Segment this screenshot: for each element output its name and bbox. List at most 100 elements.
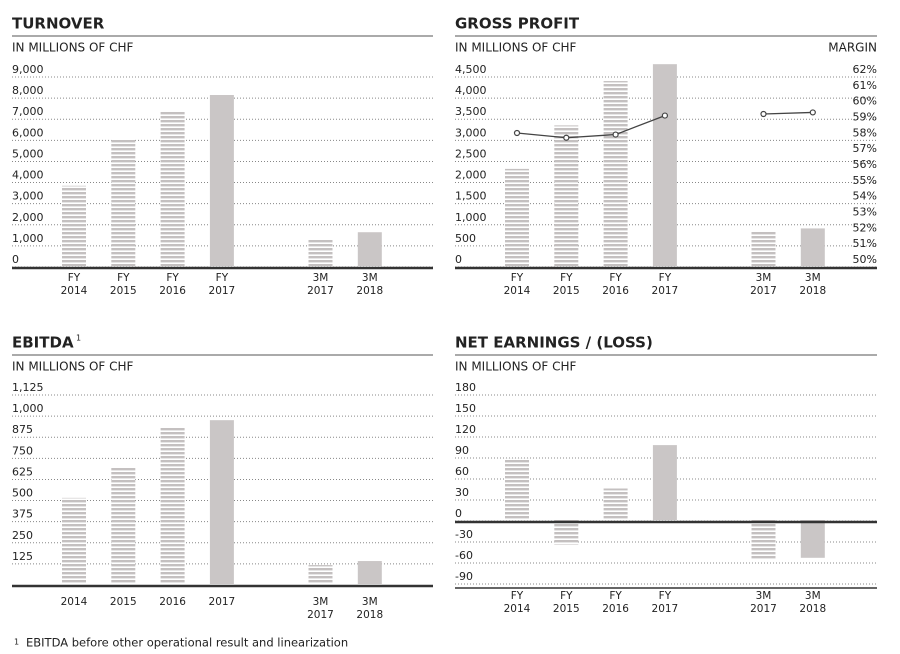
y-tick-label: 7,000 [12, 105, 44, 118]
margin-line [763, 111, 813, 115]
x-tick-label: FY 2017 [208, 272, 236, 297]
x-tick-label-box: 3M 2017 [307, 272, 334, 297]
y-tick-label: 180 [455, 381, 476, 394]
subtitle: IN MILLIONS OF CHF [455, 360, 577, 374]
y-tick-label: 2,000 [12, 211, 44, 224]
margin-point [563, 134, 570, 141]
bar [751, 520, 776, 560]
y-tick-label: 3,500 [455, 105, 487, 118]
y-tick-label: 120 [455, 423, 476, 436]
panel-title: GROSS PROFIT [455, 15, 580, 33]
x-tick-label: FY 2016 [602, 590, 629, 615]
y-tick-label: 150 [455, 402, 476, 415]
x-tick-label: 2014 [60, 596, 88, 608]
panel-title: TURNOVER [12, 15, 105, 33]
y2-tick-label: 62% [853, 63, 877, 76]
y-tick-label: 0 [455, 507, 462, 520]
y-tick-label: 1,000 [12, 402, 44, 415]
margin-line [516, 114, 666, 139]
y-tick-label: 90 [455, 444, 469, 457]
bar [554, 125, 579, 267]
subtitle: IN MILLIONS OF CHF [455, 41, 577, 55]
x-tick-label: FY 2017 [651, 272, 679, 297]
bar [652, 64, 677, 266]
x-tick-label-box: FY 2016 [159, 272, 186, 297]
x-tick-label: 3M 2017 [750, 590, 777, 615]
bar [603, 81, 628, 266]
y-tick-label: 2,500 [455, 147, 487, 160]
x-tick-label: FY 2016 [159, 272, 186, 297]
y-tick-label: 0 [12, 253, 19, 266]
bar [652, 445, 677, 520]
y-tick-label: 4,500 [455, 63, 487, 76]
x-tick-label: 3M 2018 [799, 272, 827, 297]
y-tick-label: 6,000 [12, 126, 44, 139]
y-tick-label: 3,000 [12, 190, 44, 203]
margin-point [809, 109, 816, 116]
x-tick-label-box: 3M 2017 [750, 272, 777, 297]
bar [160, 111, 185, 266]
y-tick-label: 4,000 [12, 169, 44, 182]
bar [111, 467, 136, 584]
y-tick-label: 3,000 [455, 126, 487, 139]
y2-tick-label: 51% [853, 237, 877, 250]
x-tick-label-box: FY 2015 [553, 590, 580, 615]
x-tick-label-box: FY 2014 [60, 272, 88, 297]
y-tick-label: 1,500 [455, 190, 487, 203]
x-tick-label: 3M 2017 [750, 272, 777, 297]
y-tick-label: 1,000 [12, 232, 44, 245]
x-tick-label-box: 3M 2018 [356, 596, 384, 621]
bar [62, 497, 86, 584]
x-tick-label: 3M 2017 [307, 596, 334, 621]
x-tick-label-box: 2016 [159, 596, 186, 608]
y-tick-label: -90 [455, 570, 473, 583]
y-tick-label: 4,000 [455, 84, 487, 97]
x-tick-label: FY 2015 [552, 272, 580, 297]
y-tick-label: 1,125 [12, 381, 44, 394]
x-tick-label-box: FY 2014 [504, 590, 531, 615]
x-tick-label: 3M 2017 [307, 272, 334, 297]
y-tick-label: -60 [455, 549, 473, 562]
bar [160, 426, 185, 584]
x-tick-label-box: FY 2015 [552, 272, 580, 297]
bar [357, 561, 382, 584]
x-tick-label: 2015 [109, 596, 137, 608]
x-tick-label: FY 2014 [60, 272, 88, 297]
y-tick-label: 125 [12, 550, 33, 563]
bar [62, 185, 86, 266]
x-tick-label: FY 2014 [503, 272, 531, 297]
y-tick-label: 875 [12, 423, 33, 436]
x-tick-label-box: FY 2014 [503, 272, 531, 297]
margin-point [760, 110, 767, 118]
x-tick-label-box: FY 2017 [651, 590, 679, 615]
y-tick-label: 2,000 [455, 169, 487, 182]
x-tick-label: 3M 2018 [356, 596, 384, 621]
y-tick-label: 500 [455, 232, 476, 245]
footnote-marker: 1 [14, 638, 19, 647]
y2-tick-label: 60% [853, 95, 877, 108]
bar [751, 230, 776, 266]
y2-label: MARGIN [828, 41, 877, 55]
bar [800, 520, 825, 558]
y-tick-label: 60 [455, 465, 469, 478]
x-tick-label: FY 2017 [651, 590, 679, 615]
y-tick-label: 9,000 [12, 63, 44, 76]
bar [209, 95, 234, 266]
y2-tick-label: 56% [853, 158, 877, 171]
y2-tick-label: 55% [853, 174, 877, 187]
y2-tick-label: 57% [853, 142, 877, 155]
x-tick-label: 3M 2018 [799, 590, 827, 615]
y-tick-label: 750 [12, 444, 33, 457]
y-tick-label: 500 [12, 487, 33, 500]
footnote: EBITDA before other operational result a… [26, 636, 348, 650]
x-tick-label: 3M 2018 [356, 272, 384, 297]
y2-tick-label: 50% [853, 253, 877, 266]
x-tick-label-box: 3M 2017 [750, 590, 777, 615]
y2-tick-label: 53% [853, 206, 877, 219]
panel-title: NET EARNINGS / (LOSS) [455, 334, 653, 352]
x-tick-label: FY 2015 [109, 272, 137, 297]
x-tick-label-box: 2017 [209, 596, 236, 608]
y-tick-label: 5,000 [12, 147, 44, 160]
